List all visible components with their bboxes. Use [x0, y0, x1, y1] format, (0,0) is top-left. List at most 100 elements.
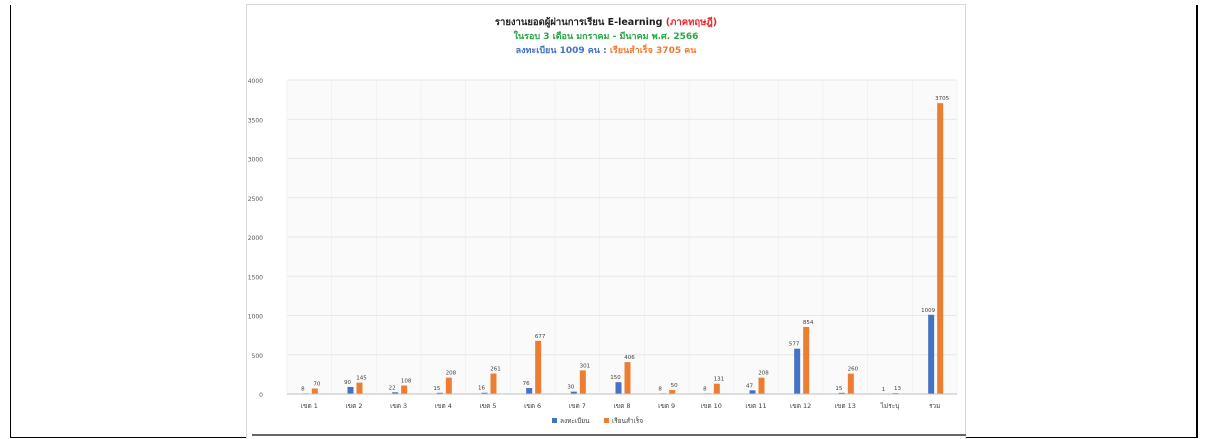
data-label-completed: 108: [401, 379, 412, 385]
bar-registered: [392, 392, 399, 394]
bar-registered: [526, 388, 533, 394]
data-label-registered: 16: [478, 386, 485, 392]
bar-registered: [481, 392, 488, 394]
data-label-completed: 131: [714, 377, 725, 383]
bar-registered: [436, 392, 443, 394]
data-label-registered: 8: [703, 386, 707, 392]
data-label-registered: 76: [523, 381, 530, 387]
chart-summary-registered: ลงทะเบียน 1009 คน :: [516, 45, 607, 56]
bar-registered: [794, 348, 801, 394]
chart-title: รายงานยอดผู้ผ่านการเรียน E-learning (ภาค…: [495, 16, 717, 29]
bar-completed: [356, 382, 363, 394]
bar-completed: [713, 383, 720, 394]
data-label-registered: 30: [567, 385, 574, 391]
x-tick-label: รวม: [929, 402, 940, 410]
bar-completed: [758, 377, 765, 394]
chart-subtitle: ในรอบ 3 เดือน มกราคม - มีนาคม พ.ศ. 2566: [514, 30, 699, 42]
data-label-completed: 13: [894, 386, 901, 392]
y-tick-label: 4000: [248, 78, 263, 85]
frame-right-border: [1197, 5, 1198, 438]
legend-label-completed: เรียนสำเร็จ: [612, 416, 643, 425]
bar-completed: [579, 370, 586, 394]
x-tick-label: เขต 11: [745, 402, 766, 410]
data-label-completed: 50: [671, 383, 678, 389]
data-label-registered: 150: [610, 375, 621, 381]
y-tick-label: 2000: [248, 235, 263, 242]
bar-completed: [803, 326, 810, 394]
data-label-completed: 677: [535, 334, 546, 340]
data-label-registered: 22: [389, 385, 396, 391]
data-label-completed: 301: [580, 363, 591, 369]
bar-completed: [311, 388, 318, 394]
gridlines: [286, 79, 958, 395]
bar-registered: [928, 314, 935, 394]
chart-title-main: รายงานยอดผู้ผ่านการเรียน E-learning: [495, 16, 663, 29]
x-tick-label: เขต 4: [435, 402, 452, 410]
legend-swatch-completed: [604, 418, 609, 423]
y-tick-label: 1500: [248, 274, 263, 281]
x-tick-label: เขต 10: [701, 402, 722, 410]
data-label-completed: 260: [848, 367, 859, 373]
x-tick-label: เขต 7: [569, 402, 586, 410]
bar-chart: รายงานยอดผู้ผ่านการเรียน E-learning (ภาค…: [248, 16, 958, 425]
x-axis: เขต 1 เขต 2 เขต 3 เขต 4 เขต 5 เขต 6 เขต 7 เขต 8…: [287, 393, 957, 410]
data-label-registered: 47: [746, 383, 753, 389]
y-tick-label: 3000: [248, 157, 263, 164]
data-label-registered: 1009: [921, 308, 935, 314]
y-tick-label: 1000: [248, 314, 263, 321]
x-tick-label: เขต 5: [479, 402, 496, 410]
y-tick-label: 500: [252, 353, 264, 360]
data-label-registered: 1: [882, 387, 886, 393]
bar-registered: [749, 390, 756, 394]
data-label-registered: 15: [835, 386, 842, 392]
legend: ลงทะเบียน เรียนสำเร็จ: [552, 416, 643, 425]
y-tick-label: 3500: [248, 117, 263, 124]
x-tick-label: เขต 12: [790, 402, 811, 410]
bars: 870 9014522108152081626176677303011504068…: [301, 96, 950, 395]
data-label-completed: 208: [758, 371, 769, 377]
chart-bottom-border: [252, 434, 966, 436]
x-tick-label: เขต 9: [658, 402, 675, 410]
bar-completed: [401, 385, 408, 394]
bar-completed: [847, 373, 854, 394]
chart-area: รายงานยอดผู้ผ่านการเรียน E-learning (ภาค…: [247, 5, 965, 439]
data-label-registered: 15: [433, 386, 440, 392]
x-tick-label: เขต 1: [301, 402, 318, 410]
chart-summary: ลงทะเบียน 1009 คน : เรียนสำเร็จ 3705 คน: [516, 43, 698, 56]
data-label-completed: 3705: [935, 96, 949, 102]
bar-completed: [535, 340, 542, 394]
bar-completed: [624, 362, 631, 394]
y-tick-label: 0: [259, 392, 263, 399]
frame-left-border: [10, 5, 11, 438]
chart-summary-completed: เรียนสำเร็จ 3705 คน: [610, 43, 697, 56]
bar-registered: [615, 382, 622, 394]
bar-completed: [937, 103, 944, 394]
data-label-registered: 8: [301, 386, 305, 392]
data-label-registered: 90: [344, 380, 351, 386]
data-label-completed: 145: [356, 376, 367, 382]
x-tick-label: เขต 2: [345, 402, 362, 410]
bar-completed: [490, 373, 497, 394]
data-label-completed: 208: [446, 371, 457, 377]
data-label-completed: 854: [803, 320, 814, 326]
x-tick-label: เขต 13: [835, 402, 856, 410]
bar-registered: [347, 386, 354, 394]
bar-registered: [838, 392, 845, 394]
bar-completed: [892, 392, 899, 394]
data-label-completed: 70: [313, 382, 320, 388]
data-label-registered: 577: [789, 342, 800, 348]
legend-label-registered: ลงทะเบียน: [560, 417, 590, 425]
bar-registered: [570, 391, 577, 394]
chart-title-highlight: (ภาคทฤษฎี): [666, 16, 717, 28]
x-tick-label: ไม่ระบุ: [880, 402, 900, 410]
data-label-registered: 8: [658, 386, 662, 392]
legend-swatch-registered: [552, 418, 557, 423]
y-tick-label: 2500: [248, 196, 263, 203]
y-axis: 0 500 1000 1500 2000 2500 3000 3500 4000: [248, 78, 263, 399]
x-tick-label: เขต 3: [390, 402, 407, 410]
data-label-completed: 261: [490, 367, 501, 373]
bar-completed: [445, 377, 452, 394]
data-label-completed: 406: [624, 355, 635, 361]
x-tick-label: เขต 8: [613, 402, 630, 410]
bar-completed: [669, 390, 676, 394]
